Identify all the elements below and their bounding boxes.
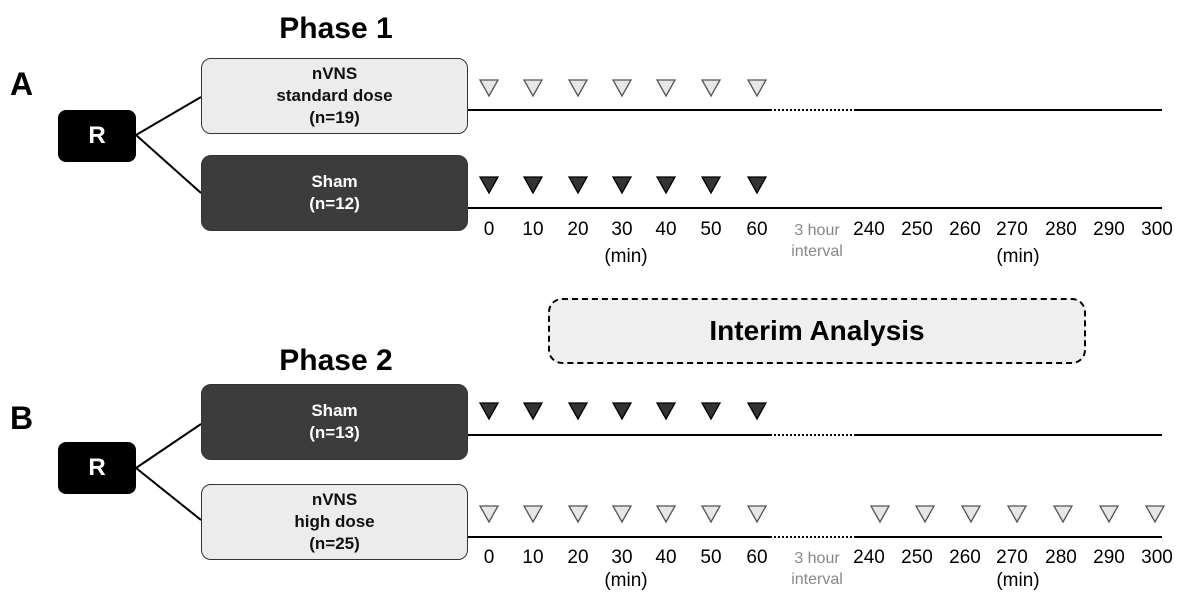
open-triangle-marker xyxy=(567,505,589,524)
phase2-late-unit: (min) xyxy=(996,570,1040,591)
arm-box-sham-phase2: Sham (n=13) xyxy=(201,384,468,460)
open-triangle-marker xyxy=(700,505,722,524)
connector-line xyxy=(135,134,202,194)
tick-label: 60 xyxy=(746,219,768,240)
filled-triangle-marker xyxy=(611,176,633,195)
open-triangle-marker xyxy=(522,505,544,524)
tick-label: 300 xyxy=(1141,219,1173,240)
filled-triangle-marker xyxy=(655,176,677,195)
open-triangle-marker xyxy=(522,79,544,98)
filled-triangle-marker xyxy=(655,402,677,421)
open-triangle-marker xyxy=(1006,505,1028,524)
tick-label: 30 xyxy=(611,547,633,568)
connector-line xyxy=(135,467,202,521)
interval-line: 3 hour xyxy=(794,222,840,239)
arm-label-line: nVNS xyxy=(311,490,358,509)
tick-label: 30 xyxy=(611,219,633,240)
filled-triangle-marker xyxy=(700,402,722,421)
open-triangle-marker xyxy=(1052,505,1074,524)
phase1-interval-label: 3 hour interval xyxy=(777,220,857,262)
phase1-early-unit: (min) xyxy=(604,246,648,267)
filled-triangle-marker xyxy=(746,402,768,421)
phase2-title: Phase 2 xyxy=(279,344,393,377)
open-triangle-marker xyxy=(869,505,891,524)
tick-label: 250 xyxy=(901,219,933,240)
arm-label-line: (n=25) xyxy=(309,534,360,553)
tick-label: 280 xyxy=(1045,547,1077,568)
tick-label: 240 xyxy=(853,547,885,568)
tick-label: 290 xyxy=(1093,547,1125,568)
open-triangle-marker xyxy=(655,79,677,98)
open-triangle-marker xyxy=(746,505,768,524)
filled-triangle-marker xyxy=(700,176,722,195)
arm-label-line: Sham xyxy=(311,401,358,420)
open-triangle-marker xyxy=(478,505,500,524)
randomization-box: R xyxy=(58,110,136,162)
arm-box-sham-phase1: Sham (n=12) xyxy=(201,155,468,231)
arm-label-line: (n=13) xyxy=(309,423,360,442)
open-triangle-marker xyxy=(1098,505,1120,524)
phase1-title: Phase 1 xyxy=(279,12,393,45)
open-triangle-marker xyxy=(746,79,768,98)
filled-triangle-marker xyxy=(522,176,544,195)
randomization-box: R xyxy=(58,442,136,494)
open-triangle-marker xyxy=(478,79,500,98)
arm-label-line: (n=19) xyxy=(309,108,360,127)
tick-label: 20 xyxy=(567,547,589,568)
arm-label-line: Sham xyxy=(311,172,358,191)
filled-triangle-marker xyxy=(567,402,589,421)
tick-label: 270 xyxy=(996,547,1028,568)
arm-label-line: (n=12) xyxy=(309,194,360,213)
tick-label: 0 xyxy=(483,547,495,568)
filled-triangle-marker xyxy=(611,402,633,421)
phase2-interval-label: 3 hour interval xyxy=(777,548,857,590)
tick-label: 240 xyxy=(853,219,885,240)
filled-triangle-marker xyxy=(478,176,500,195)
phase2-early-unit: (min) xyxy=(604,570,648,591)
open-triangle-marker xyxy=(567,79,589,98)
open-triangle-marker xyxy=(611,505,633,524)
tick-label: 280 xyxy=(1045,219,1077,240)
interval-line: interval xyxy=(791,243,843,260)
interim-analysis-box: Interim Analysis xyxy=(548,298,1086,364)
filled-triangle-marker xyxy=(567,176,589,195)
interval-line: interval xyxy=(791,571,843,588)
tick-label: 300 xyxy=(1141,547,1173,568)
tick-label: 50 xyxy=(700,219,722,240)
arm-box-nvns-high: nVNS high dose (n=25) xyxy=(201,484,468,560)
tick-label: 50 xyxy=(700,547,722,568)
section-letter-a: A xyxy=(10,66,34,102)
phase1-late-unit: (min) xyxy=(996,246,1040,267)
tick-label: 60 xyxy=(746,547,768,568)
section-letter-b: B xyxy=(10,400,34,436)
arm-box-nvns-standard: nVNS standard dose (n=19) xyxy=(201,58,468,134)
arm-label-line: standard dose xyxy=(276,86,393,105)
connector-line xyxy=(135,423,202,469)
arm-label-line: high dose xyxy=(294,512,375,531)
tick-label: 0 xyxy=(483,219,495,240)
interval-line: 3 hour xyxy=(794,550,840,567)
tick-label: 290 xyxy=(1093,219,1125,240)
tick-label: 10 xyxy=(522,219,544,240)
tick-label: 40 xyxy=(655,547,677,568)
tick-label: 20 xyxy=(567,219,589,240)
open-triangle-marker xyxy=(611,79,633,98)
filled-triangle-marker xyxy=(522,402,544,421)
open-triangle-marker xyxy=(914,505,936,524)
arm-label-line: nVNS xyxy=(311,64,358,83)
tick-label: 260 xyxy=(949,547,981,568)
tick-label: 270 xyxy=(996,219,1028,240)
open-triangle-marker xyxy=(960,505,982,524)
tick-label: 10 xyxy=(522,547,544,568)
connector-line xyxy=(135,96,202,136)
filled-triangle-marker xyxy=(746,176,768,195)
tick-label: 40 xyxy=(655,219,677,240)
open-triangle-marker xyxy=(700,79,722,98)
tick-label: 250 xyxy=(901,547,933,568)
open-triangle-marker xyxy=(1144,505,1166,524)
tick-label: 260 xyxy=(949,219,981,240)
open-triangle-marker xyxy=(655,505,677,524)
filled-triangle-marker xyxy=(478,402,500,421)
